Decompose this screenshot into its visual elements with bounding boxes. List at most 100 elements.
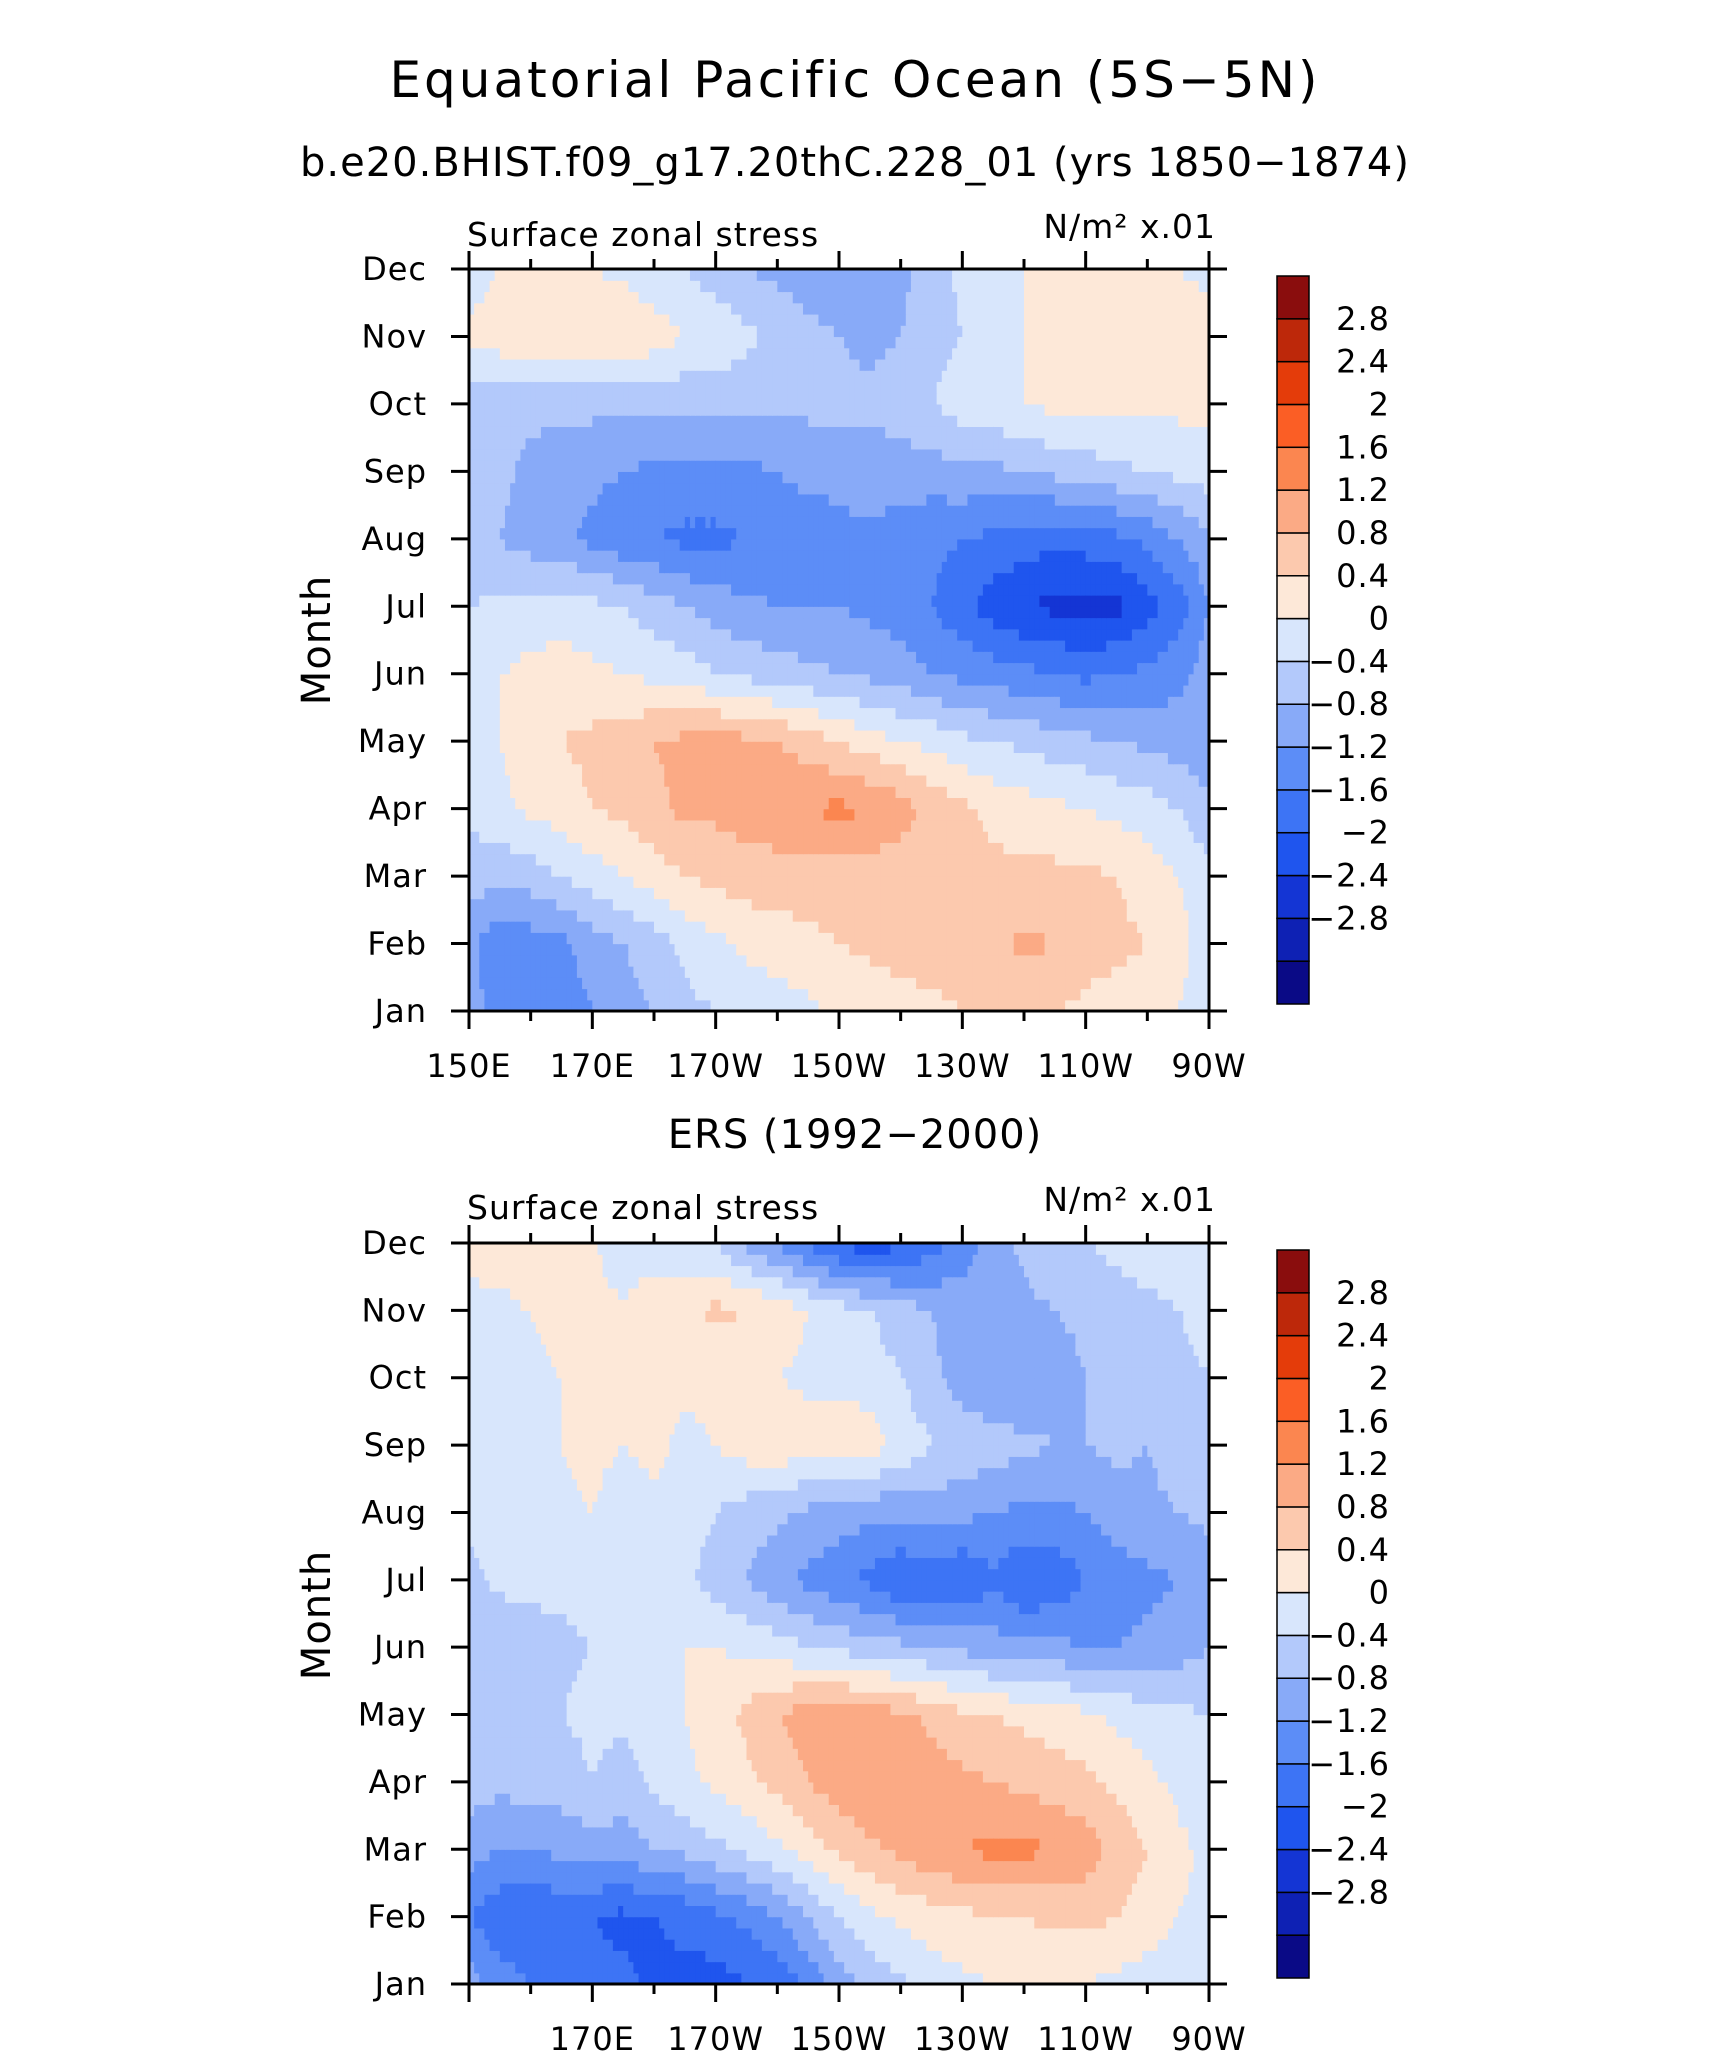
contour-cell (561, 876, 568, 888)
contour-cell (710, 628, 717, 641)
contour-cell (957, 842, 963, 855)
contour-cell (936, 752, 943, 765)
contour-cell (602, 696, 609, 709)
contour-cell (1003, 954, 1010, 967)
contour-cell (1049, 831, 1056, 843)
contour-cell (628, 617, 635, 630)
contour-cell (1013, 797, 1020, 810)
contour-cell (1065, 819, 1071, 832)
contour-cell (1152, 831, 1159, 843)
contour-cell (797, 977, 804, 990)
contour-cell (674, 763, 681, 776)
contour-cell (833, 898, 840, 911)
contour-cell (571, 707, 578, 720)
contour-cell (628, 628, 635, 641)
contour-cell (1090, 684, 1097, 697)
contour-cell (1065, 966, 1071, 978)
contour-cell (1193, 909, 1200, 922)
contour-cell (869, 943, 876, 956)
contour-cell (1018, 741, 1025, 754)
contour-cell (674, 741, 681, 754)
contour-cell (654, 819, 660, 832)
contour-cell (1003, 662, 1010, 675)
contour-cell (705, 606, 712, 619)
contour-cell (684, 999, 691, 1012)
contour-cell (633, 729, 640, 742)
contour-cell (1054, 954, 1061, 967)
contour-cell (1095, 696, 1102, 709)
contour-cell (900, 988, 907, 1001)
contour-cell (654, 977, 660, 990)
contour-cell (664, 853, 671, 866)
contour-cell (1003, 729, 1010, 742)
contour-cell (1018, 684, 1025, 697)
contour-cell (931, 752, 938, 765)
contour-cell (633, 954, 640, 967)
contour-cell (515, 831, 521, 843)
contour-cell (499, 684, 506, 697)
contour-cell (689, 887, 696, 900)
contour-cell (982, 819, 989, 832)
contour-cell (746, 640, 753, 652)
contour-cell (674, 898, 681, 911)
contour-cell (546, 898, 552, 911)
contour-cell (684, 864, 691, 877)
contour-cell (823, 819, 830, 832)
contour-cell (1003, 696, 1010, 709)
contour-cell (1090, 718, 1097, 731)
contour-cell (715, 606, 722, 619)
contour-cell (474, 640, 480, 652)
contour-cell (900, 763, 907, 776)
contour-cell (587, 684, 593, 697)
contour-cell (1101, 966, 1107, 978)
contour-cell (993, 651, 999, 664)
contour-cell (1147, 752, 1154, 765)
contour-cell (484, 673, 491, 686)
contour-cell (1126, 707, 1133, 720)
contour-cell (731, 763, 737, 776)
contour-cell (474, 718, 480, 731)
contour-cell (957, 707, 963, 720)
contour-cell (566, 909, 573, 922)
contour-cell (659, 808, 665, 821)
contour-cell (638, 707, 645, 720)
contour-cell (823, 943, 830, 956)
contour-cell (792, 662, 799, 675)
contour-cell (535, 842, 542, 855)
contour-cell (602, 752, 609, 765)
contour-cell (561, 853, 568, 866)
contour-cell (910, 853, 917, 866)
contour-cell (982, 853, 989, 866)
contour-cell (530, 808, 537, 821)
contour-cell (957, 943, 963, 956)
contour-cell (602, 729, 609, 742)
contour-cell (1183, 887, 1190, 900)
contour-cell (859, 763, 866, 776)
contour-cell (1193, 887, 1200, 900)
contour-cell (839, 853, 845, 866)
contour-cell (1162, 943, 1169, 956)
contour-cell (767, 831, 773, 843)
contour-cell (612, 786, 619, 798)
contour-cell (530, 707, 537, 720)
contour-cell (941, 887, 948, 900)
contour-cell (618, 842, 624, 855)
contour-cell (1152, 696, 1159, 709)
contour-cell (576, 876, 583, 888)
contour-cell (1024, 831, 1030, 843)
contour-cell (751, 876, 758, 888)
contour-cell (587, 606, 593, 619)
contour-cell (880, 718, 886, 731)
contour-cell (1080, 763, 1087, 776)
contour-cell (571, 696, 578, 709)
contour-cell (1059, 876, 1066, 888)
contour-cell (515, 842, 521, 855)
contour-cell (700, 887, 706, 900)
contour-cell (910, 932, 917, 945)
contour-cell (818, 808, 825, 821)
contour-cell (659, 898, 665, 911)
contour-cell (941, 696, 948, 709)
contour-cell (1085, 999, 1092, 1012)
contour-cell (582, 606, 588, 619)
contour-cell (1142, 909, 1148, 922)
